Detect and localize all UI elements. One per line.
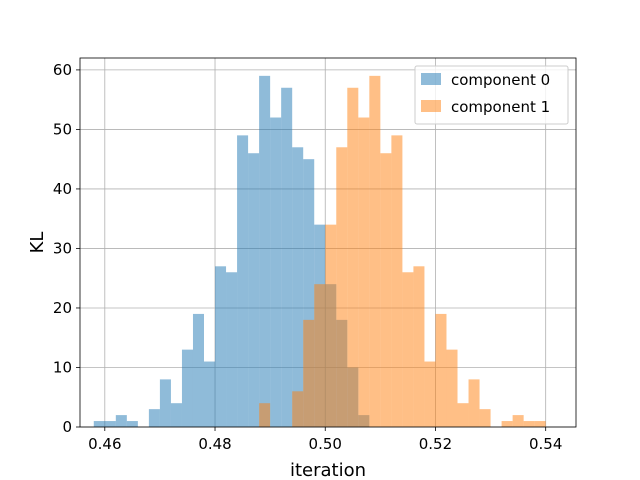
y-tick-label-3: 30 — [53, 239, 72, 257]
bar-component-0-13 — [248, 153, 260, 427]
bar-component-1-18 — [479, 409, 491, 427]
bar-component-1-21 — [523, 421, 535, 427]
bar-component-0-3 — [126, 421, 138, 427]
histogram-bars — [93, 75, 546, 428]
x-tick-label-2: 0.50 — [309, 435, 342, 453]
bar-component-1-15 — [446, 349, 458, 427]
y-tick-label-6: 60 — [53, 61, 72, 79]
bar-component-1-22 — [534, 421, 546, 427]
bar-component-1-14 — [435, 313, 447, 427]
legend-label-component-1: component 1 — [451, 98, 550, 116]
bar-component-0-1 — [104, 421, 116, 427]
bar-component-0-7 — [181, 349, 193, 427]
legend-box — [414, 65, 569, 125]
x-tick-label-1: 0.48 — [198, 435, 231, 453]
y-tick-label-2: 20 — [53, 299, 72, 317]
bar-component-1-20 — [512, 415, 524, 427]
legend-swatch-component-0 — [421, 73, 441, 85]
bar-component-1-19 — [501, 421, 513, 427]
bar-component-0-18 — [303, 159, 315, 427]
bar-component-1-6 — [347, 87, 359, 428]
y-tick-label-1: 10 — [53, 358, 72, 376]
bar-component-1-11 — [402, 272, 414, 427]
x-tick-label-4: 0.54 — [529, 435, 562, 453]
x-axis-title: iteration — [290, 460, 366, 480]
bar-component-1-1 — [292, 391, 304, 427]
bar-component-0-5 — [159, 379, 171, 427]
bar-component-1-7 — [358, 117, 370, 428]
axes-frame — [79, 57, 577, 428]
bar-component-1-3 — [314, 284, 326, 427]
bar-component-0-2 — [115, 415, 127, 427]
legend-swatch-component-1 — [421, 100, 441, 112]
bar-component-0-11 — [226, 272, 238, 427]
bar-component-0-9 — [204, 361, 216, 427]
legend: component 0 component 1 — [414, 65, 569, 125]
y-tick-label-0: 0 — [62, 418, 72, 436]
bar-component-1-4 — [325, 224, 337, 427]
bar-component-0-15 — [270, 117, 282, 428]
bar-component-1-17 — [468, 379, 480, 427]
bar-component-1-10 — [391, 135, 403, 427]
bar-component-0-14 — [259, 75, 271, 428]
y-tick-label-4: 40 — [53, 180, 72, 198]
x-tick-label-0: 0.46 — [88, 435, 121, 453]
bar-component-1-2 — [303, 319, 315, 427]
bar-component-0-10 — [215, 266, 227, 427]
legend-label-component-0: component 0 — [451, 71, 550, 89]
bar-component-0-8 — [192, 313, 204, 427]
bar-component-0-6 — [170, 403, 182, 427]
bar-component-1-0 — [259, 403, 271, 427]
y-tick-label-5: 50 — [53, 120, 72, 138]
bar-component-1-16 — [457, 403, 469, 427]
y-axis-title: KL — [27, 232, 48, 254]
bar-component-1-13 — [424, 361, 436, 427]
bar-component-0-4 — [148, 409, 160, 427]
x-tick-label-3: 0.52 — [419, 435, 452, 453]
bar-component-0-12 — [237, 135, 249, 427]
bar-component-0-17 — [292, 147, 304, 427]
axis-ticks: 0.46 0.48 0.50 0.52 0.54 0 10 20 30 40 50 60 — [53, 61, 562, 453]
bar-component-0-16 — [281, 87, 293, 428]
bar-component-0-0 — [93, 421, 105, 427]
bar-component-1-5 — [336, 147, 348, 427]
bar-component-1-12 — [413, 266, 425, 427]
bar-component-1-9 — [380, 153, 392, 427]
bar-component-1-8 — [369, 75, 381, 428]
